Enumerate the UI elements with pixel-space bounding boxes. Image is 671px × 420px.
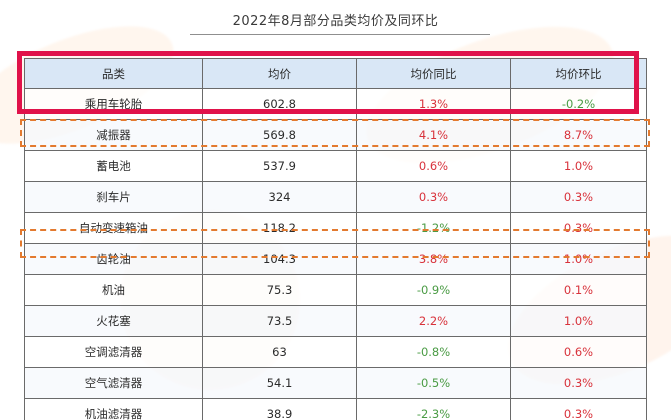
cell-category: 火花塞 [24,305,203,337]
cell-mom: 1.0% [510,305,647,337]
header-avg-price: 均价 [202,58,357,89]
cell-yoy: -1.2% [356,212,511,244]
table-body: 乘用车轮胎 602.8 1.3% -0.2% 减振器 569.8 4.1% 8.7% 蓄电池 53… [24,88,647,420]
table-row: 空气滤清器 54.1 -0.5% 0.3% [24,367,647,399]
cell-avg-price: 602.8 [202,88,357,120]
cell-category: 空气滤清器 [24,367,203,399]
cell-avg-price: 104.3 [202,243,357,275]
cell-yoy: 2.2% [356,305,511,337]
cell-yoy: -2.3% [356,398,511,420]
table-row: 机油滤清器 38.9 -2.3% 0.3% [24,398,647,420]
header-category: 品类 [24,58,203,89]
cell-yoy: -0.8% [356,336,511,368]
cell-category: 刹车片 [24,181,203,213]
cell-category: 空调滤清器 [24,336,203,368]
cell-avg-price: 63 [202,336,357,368]
cell-mom: 0.3% [510,367,647,399]
cell-category: 减振器 [24,119,203,151]
cell-avg-price: 118.2 [202,212,357,244]
header-mom: 均价环比 [510,58,647,89]
cell-category: 机油滤清器 [24,398,203,420]
cell-yoy: -0.5% [356,367,511,399]
table-row: 乘用车轮胎 602.8 1.3% -0.2% [24,88,647,120]
cell-avg-price: 569.8 [202,119,357,151]
table-row: 空调滤清器 63 -0.8% 0.6% [24,336,647,368]
table-row: 蓄电池 537.9 0.6% 1.0% [24,150,647,182]
cell-avg-price: 73.5 [202,305,357,337]
cell-yoy: 4.1% [356,119,511,151]
cell-yoy: 1.3% [356,88,511,120]
cell-category: 齿轮油 [24,243,203,275]
cell-category: 机油 [24,274,203,306]
cell-mom: -0.2% [510,88,647,120]
cell-category: 自动变速箱油 [24,212,203,244]
table-row: 机油 75.3 -0.9% 0.1% [24,274,647,306]
cell-mom: 0.3% [510,212,647,244]
cell-category: 蓄电池 [24,150,203,182]
cell-avg-price: 324 [202,181,357,213]
table-row: 齿轮油 104.3 3.8% 1.0% [24,243,647,275]
header-yoy: 均价同比 [356,58,511,89]
cell-avg-price: 38.9 [202,398,357,420]
cell-mom: 0.3% [510,181,647,213]
price-table-wrapper: 品类 均价 均价同比 均价环比 乘用车轮胎 602.8 1.3% -0.2% 减振器 56… [24,58,647,420]
cell-avg-price: 54.1 [202,367,357,399]
cell-mom: 1.0% [510,243,647,275]
cell-mom: 0.6% [510,336,647,368]
table-header-row: 品类 均价 均价同比 均价环比 [24,58,647,89]
cell-yoy: -0.9% [356,274,511,306]
cell-avg-price: 75.3 [202,274,357,306]
price-table: 品类 均价 均价同比 均价环比 乘用车轮胎 602.8 1.3% -0.2% 减振器 56… [24,58,647,420]
table-row: 自动变速箱油 118.2 -1.2% 0.3% [24,212,647,244]
cell-yoy: 3.8% [356,243,511,275]
cell-mom: 0.3% [510,398,647,420]
cell-mom: 1.0% [510,150,647,182]
title-underline [190,34,490,35]
cell-yoy: 0.3% [356,181,511,213]
table-row: 减振器 569.8 4.1% 8.7% [24,119,647,151]
table-row: 刹车片 324 0.3% 0.3% [24,181,647,213]
table-row: 火花塞 73.5 2.2% 1.0% [24,305,647,337]
cell-category: 乘用车轮胎 [24,88,203,120]
cell-avg-price: 537.9 [202,150,357,182]
cell-mom: 0.1% [510,274,647,306]
cell-yoy: 0.6% [356,150,511,182]
chart-title: 2022年8月部分品类均价及同环比 [232,14,439,29]
cell-mom: 8.7% [510,119,647,151]
